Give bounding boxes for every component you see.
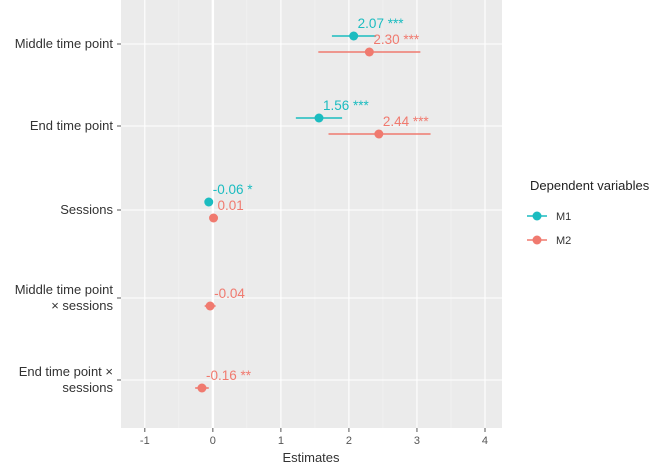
term-label: End time point <box>30 118 113 133</box>
x-tick-label: 3 <box>414 435 420 447</box>
estimate-label: 2.30 *** <box>373 32 420 47</box>
point-m2 <box>209 213 219 223</box>
term-label: Sessions <box>60 202 113 217</box>
point-m2 <box>197 383 207 393</box>
panel-background <box>121 0 502 428</box>
estimate-label: 2.44 *** <box>383 114 430 129</box>
estimate-label: 1.56 *** <box>323 98 370 113</box>
estimate-label: -0.04 <box>214 286 245 301</box>
gridlines <box>121 0 502 428</box>
x-tick-label: -1 <box>140 435 150 447</box>
y-axis-labels: Middle time point End time point Sessions M… <box>15 36 121 395</box>
point-m2 <box>364 47 374 57</box>
term-label: Middle time point <box>15 36 114 51</box>
data-marks: 2.07 *** 1.56 *** -0.06 * 2.30 *** 2.44 *** 0… <box>195 16 431 393</box>
legend-label-m1: M1 <box>556 211 571 223</box>
x-axis-ticks: -1 0 1 2 3 4 <box>140 428 488 447</box>
legend: Dependent variables M1 M2 <box>527 178 650 247</box>
estimate-label: 0.01 <box>218 198 244 213</box>
point-m2 <box>205 301 215 311</box>
legend-label-m2: M2 <box>556 235 571 247</box>
term-label: End time point × sessions <box>19 364 114 395</box>
estimate-label: -0.16 ** <box>206 368 252 383</box>
x-tick-label: 1 <box>278 435 284 447</box>
point-m1 <box>314 113 324 123</box>
legend-key-point <box>532 235 542 245</box>
point-m1 <box>349 31 359 41</box>
x-axis-title: Estimates <box>282 450 340 465</box>
estimate-label: 2.07 *** <box>358 16 405 31</box>
point-m1 <box>204 197 214 207</box>
x-tick-label: 2 <box>346 435 352 447</box>
legend-title: Dependent variables <box>530 178 650 193</box>
legend-key-point <box>532 211 542 221</box>
estimate-label: -0.06 * <box>213 182 254 197</box>
term-label: Middle time point × sessions <box>15 282 114 313</box>
x-tick-label: 0 <box>210 435 216 447</box>
x-tick-label: 4 <box>482 435 488 447</box>
point-m2 <box>374 129 384 139</box>
